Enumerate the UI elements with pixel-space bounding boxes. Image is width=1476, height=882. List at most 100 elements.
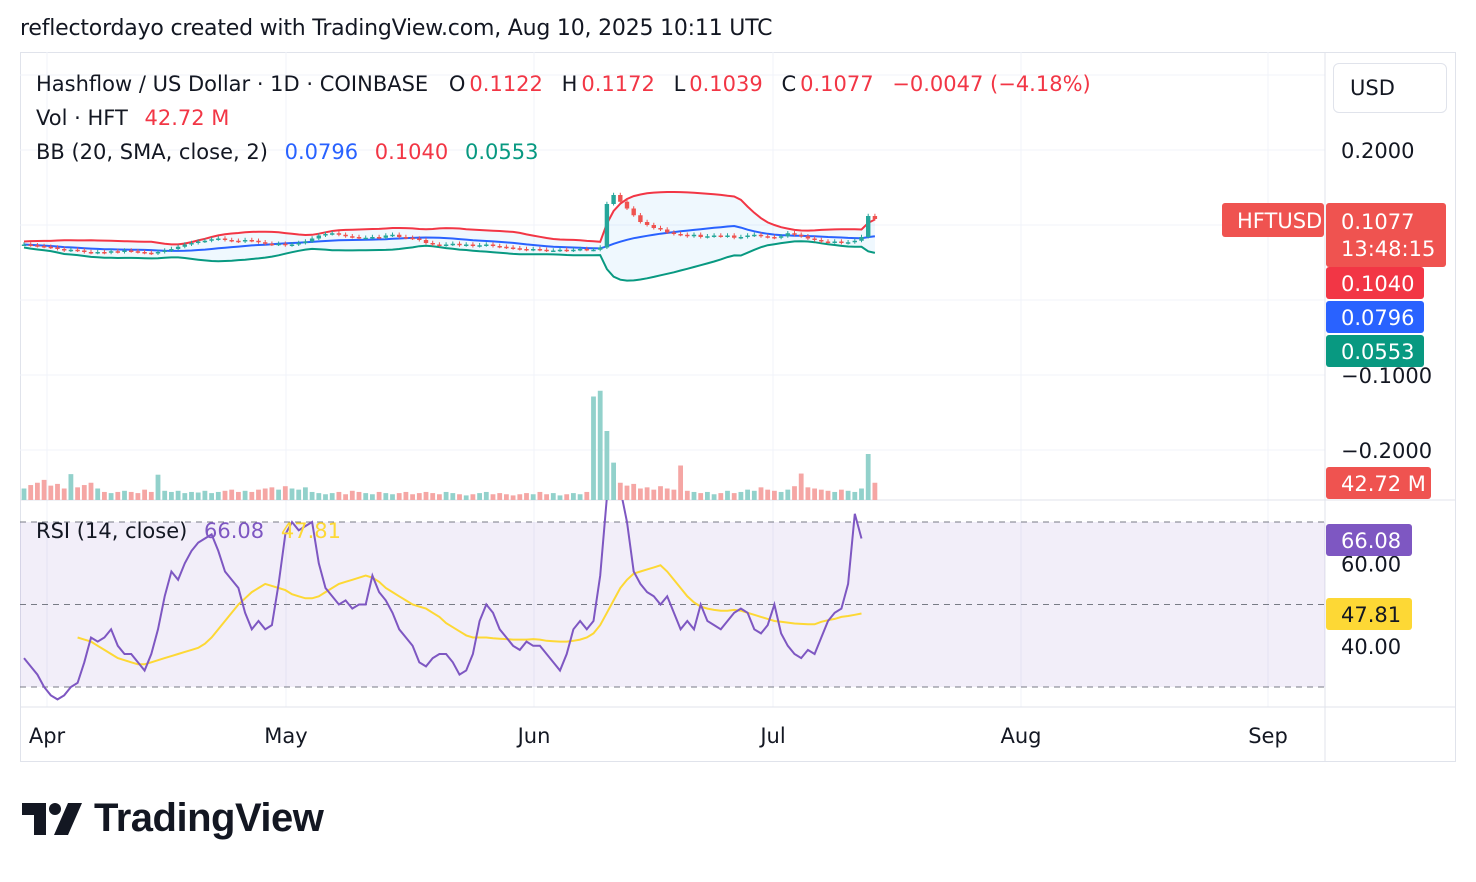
volume-bar (617, 482, 623, 500)
volume-bar (182, 493, 188, 500)
symbol-tag-text: HFTUSD (1237, 209, 1322, 233)
candle-body (269, 243, 275, 246)
candle-body (135, 251, 141, 253)
candle-body (839, 241, 844, 243)
time-axis-label: Jun (516, 724, 551, 748)
time-axis-label: May (264, 724, 307, 748)
candle-body (336, 233, 342, 235)
volume-bar (470, 494, 476, 500)
candle-body (631, 208, 636, 216)
candle-body (624, 201, 630, 209)
volume-bar (504, 494, 509, 500)
candle-body (423, 240, 429, 243)
low-value: 0.1039 (689, 72, 763, 96)
volume-bar (363, 493, 369, 500)
candle-body (175, 246, 181, 249)
candle-body (464, 244, 469, 246)
last-price-tag: 0.1077 13:48:15 (1326, 203, 1446, 267)
volume-bar (530, 494, 536, 500)
volume-bar (262, 488, 268, 500)
rsi-pane (20, 500, 1325, 701)
volume-bar (390, 494, 395, 500)
candle-body (289, 244, 295, 246)
volume-bar (102, 491, 107, 500)
candle-body (256, 240, 261, 243)
volume-bar (490, 494, 496, 500)
volume-bar (698, 493, 704, 500)
candle-body (376, 237, 382, 239)
candle-body (276, 243, 281, 246)
candle-body (638, 215, 643, 222)
candle-body (872, 216, 878, 219)
volume-bar (356, 491, 362, 500)
candle-body (584, 249, 589, 251)
rsi-label[interactable]: RSI (14, close) (36, 519, 188, 543)
volume-bar (229, 489, 235, 500)
volume-bar (731, 493, 737, 500)
candle-body (249, 240, 254, 242)
candle-body (356, 237, 362, 239)
candle-body (819, 240, 824, 242)
candle-body (75, 249, 80, 252)
volume-bar (872, 482, 878, 500)
candle-body (129, 250, 134, 252)
candle-body (832, 241, 837, 243)
candle-body (738, 237, 744, 239)
volume-bar (256, 489, 261, 500)
candle-body (443, 244, 449, 246)
rsi-tick-label: 40.00 (1341, 635, 1401, 659)
candle-body (82, 250, 87, 252)
currency-selector[interactable]: USD (1333, 63, 1447, 113)
candle-body (350, 236, 355, 238)
candle-body (323, 234, 328, 236)
candle-body (229, 240, 234, 242)
candle-body (484, 244, 489, 246)
candle-body (149, 252, 154, 255)
volume-bar (296, 489, 302, 500)
volume-bar (664, 488, 670, 500)
volume-bar (457, 494, 462, 500)
candle-body (504, 246, 509, 249)
bb-upper-tag-text: 0.1040 (1341, 272, 1414, 296)
volume-bar (55, 483, 60, 500)
volume-bar (202, 490, 208, 500)
candle-body (189, 243, 194, 245)
bb-label[interactable]: BB (20, SMA, close, 2) (36, 140, 268, 164)
candle-body (725, 235, 730, 237)
high-label: H (561, 72, 578, 96)
volume-bar (336, 491, 342, 500)
volume-bar (691, 491, 697, 500)
volume-bar (604, 431, 610, 500)
bb-basis-tag: 0.0796 (1326, 301, 1424, 333)
chart-frame (20, 52, 1456, 762)
chart-attribution: reflectordayo created with TradingView.c… (20, 16, 773, 41)
volume-bar (142, 489, 147, 500)
candle-body (115, 251, 120, 253)
volume-label[interactable]: Vol · HFT (36, 106, 128, 130)
volume-bar (215, 491, 221, 500)
volume-bar (175, 490, 181, 500)
candle-body (309, 238, 315, 242)
volume-bar (316, 493, 322, 500)
symbol-name[interactable]: Hashflow / US Dollar · 1D · COINBASE (36, 72, 429, 96)
candle-body (698, 234, 703, 237)
volume-bar (839, 489, 844, 500)
open-value: 0.1122 (469, 72, 543, 96)
candle-body (792, 233, 797, 235)
candle-body (671, 232, 677, 234)
low-label: L (673, 72, 686, 96)
candle-body (745, 235, 750, 237)
legend-bollinger: BB (20, SMA, close, 2) 0.0796 0.1040 0.0… (36, 140, 542, 164)
candle-body (845, 242, 851, 244)
price-tick-label: 0.2000 (1341, 139, 1414, 163)
volume-bar (309, 491, 315, 500)
bb-lower-tag: 0.0553 (1326, 335, 1424, 367)
candle-body (303, 241, 308, 243)
candle-body (28, 244, 33, 246)
volume-bar (624, 485, 630, 500)
tradingview-logo[interactable]: TradingView (22, 796, 324, 841)
volume-bar (115, 491, 121, 500)
bb-basis-tag-bg (1326, 301, 1424, 333)
volume-bar (818, 489, 824, 500)
